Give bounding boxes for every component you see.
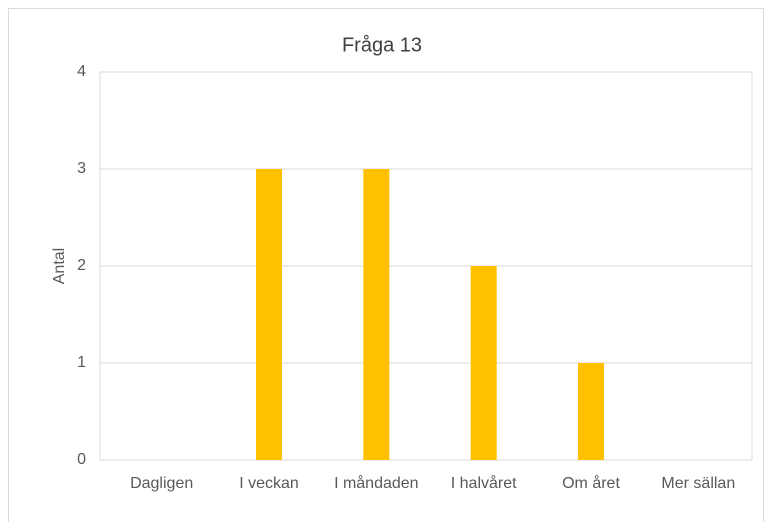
x-tick-label: I halvåret — [451, 474, 517, 492]
x-tick-label: Dagligen — [130, 475, 193, 492]
x-tick-label: I måndaden — [334, 474, 419, 492]
y-tick-label: 2 — [77, 257, 86, 274]
y-axis-label: Antal — [51, 248, 68, 284]
y-tick-label: 3 — [77, 160, 86, 177]
y-tick-label: 0 — [77, 451, 86, 468]
x-tick-label: Om året — [562, 474, 620, 492]
x-tick-label: I veckan — [239, 475, 299, 492]
x-tick-label: Mer sällan — [661, 475, 735, 492]
y-tick-label: 1 — [77, 354, 86, 371]
bar — [363, 169, 390, 460]
chart-title: Fråga 13 — [342, 34, 422, 56]
bar — [256, 169, 282, 460]
bar — [470, 266, 497, 460]
bar — [578, 363, 604, 460]
y-tick-label: 4 — [77, 63, 86, 80]
